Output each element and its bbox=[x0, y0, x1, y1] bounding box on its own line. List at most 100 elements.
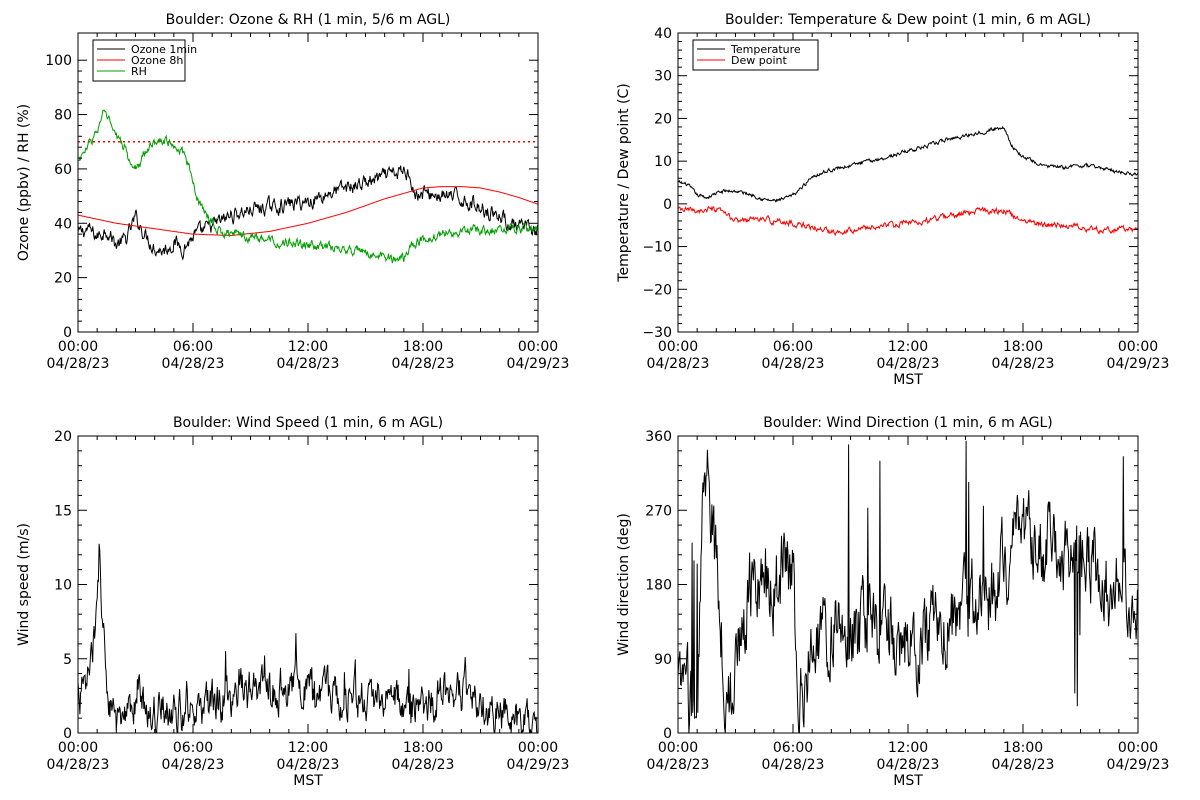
x-tick-label-time: 12:00 bbox=[888, 339, 928, 355]
y-tick-label: 80 bbox=[54, 108, 72, 124]
chart-title: Boulder: Ozone & RH (1 min, 5/6 m AGL) bbox=[166, 12, 451, 28]
x-axis-label: MST bbox=[893, 372, 923, 388]
plot-frame bbox=[677, 32, 1139, 333]
chart-title: Boulder: Wind Direction (1 min, 6 m AGL) bbox=[763, 415, 1052, 431]
x-tick-label-date: 04/28/23 bbox=[877, 757, 940, 773]
y-tick-label: 270 bbox=[645, 503, 672, 519]
y-tick-label: −10 bbox=[642, 240, 672, 256]
y-tick-label: 180 bbox=[645, 578, 672, 594]
y-tick-label: 20 bbox=[654, 111, 672, 127]
legend-label-ozone-1min: Ozone 1min bbox=[131, 43, 197, 56]
x-tick-label-date: 04/28/23 bbox=[47, 356, 110, 372]
x-tick-label-time: 00:00 bbox=[1118, 339, 1158, 355]
x-tick-label-time: 00:00 bbox=[58, 740, 98, 756]
x-tick-label-time: 18:00 bbox=[1003, 339, 1043, 355]
ozone-rh-panel: Boulder: Ozone & RH (1 min, 5/6 m AGL) 0 2… bbox=[16, 12, 569, 372]
y-tick-label: −20 bbox=[642, 282, 672, 298]
y-tick-label: 10 bbox=[654, 154, 672, 170]
series-line-0 bbox=[78, 543, 538, 733]
series-group bbox=[78, 109, 538, 264]
series-line-rh bbox=[78, 109, 538, 264]
x-tick-label-date: 04/28/23 bbox=[162, 757, 225, 773]
x-tick-label-date: 04/28/23 bbox=[392, 356, 455, 372]
x-tick-label-date: 04/29/23 bbox=[1107, 356, 1170, 372]
y-tick-label: 20 bbox=[54, 271, 72, 287]
series-group bbox=[678, 125, 1138, 237]
x-tick-label-date: 04/28/23 bbox=[647, 356, 710, 372]
x-tick-label-date: 04/28/23 bbox=[277, 356, 340, 372]
series-group bbox=[78, 543, 538, 733]
legend-label-temperature: Temperature bbox=[730, 43, 801, 56]
y-tick-label: 30 bbox=[654, 69, 672, 85]
x-tick-label-date: 04/28/23 bbox=[992, 757, 1055, 773]
x-tick-label-time: 00:00 bbox=[518, 339, 558, 355]
x-tick-label-date: 04/28/23 bbox=[162, 356, 225, 372]
y-tick-label: 0 bbox=[663, 726, 672, 742]
x-tick-label-time: 06:00 bbox=[773, 339, 813, 355]
x-tick-label-time: 12:00 bbox=[288, 339, 328, 355]
x-tick-label-date: 04/29/23 bbox=[507, 356, 570, 372]
y-tick-label: 100 bbox=[45, 53, 72, 69]
x-tick-label-time: 00:00 bbox=[658, 740, 698, 756]
x-tick-label-date: 04/29/23 bbox=[1107, 757, 1170, 773]
x-tick-label-time: 18:00 bbox=[403, 339, 443, 355]
y-tick-label: −30 bbox=[642, 325, 672, 341]
legend-box bbox=[692, 39, 819, 71]
x-tick-label-date: 04/28/23 bbox=[392, 757, 455, 773]
x-tick-label-time: 18:00 bbox=[403, 740, 443, 756]
y-axis-label: Temperature / Dew point (C) bbox=[616, 83, 632, 282]
x-axis-label: MST bbox=[293, 773, 323, 789]
x-tick-label-time: 06:00 bbox=[773, 740, 813, 756]
x-tick-label-date: 04/28/23 bbox=[762, 757, 825, 773]
x-tick-label-date: 04/28/23 bbox=[762, 356, 825, 372]
y-axis-label: Wind speed (m/s) bbox=[16, 523, 32, 646]
series-line-ozone-1min bbox=[78, 165, 538, 261]
y-tick-label: 0 bbox=[63, 325, 72, 341]
legend-label-rh: RH bbox=[131, 65, 147, 78]
y-axis-label: Wind direction (deg) bbox=[616, 513, 632, 656]
y-tick-label: 90 bbox=[654, 652, 672, 668]
x-tick-label-date: 04/28/23 bbox=[277, 757, 340, 773]
legend-label-ozone-8h: Ozone 8h bbox=[131, 54, 183, 67]
y-tick-label: 40 bbox=[654, 26, 672, 42]
y-axis-label: Ozone (ppbv) / RH (%) bbox=[16, 104, 32, 261]
x-tick-label-date: 04/29/23 bbox=[507, 757, 570, 773]
y-tick-label: 20 bbox=[54, 429, 72, 445]
y-tick-label: 360 bbox=[645, 429, 672, 445]
x-tick-label-time: 12:00 bbox=[288, 740, 328, 756]
plot-frame bbox=[77, 435, 539, 734]
wind-direction-panel: Boulder: Wind Direction (1 min, 6 m AGL)… bbox=[616, 415, 1169, 789]
x-tick-label-time: 00:00 bbox=[1118, 740, 1158, 756]
x-tick-label-time: 06:00 bbox=[173, 339, 213, 355]
x-tick-label-time: 00:00 bbox=[518, 740, 558, 756]
temperature-dewpoint-panel: Boulder: Temperature & Dew point (1 min,… bbox=[616, 12, 1169, 388]
x-tick-label-time: 00:00 bbox=[658, 339, 698, 355]
series-line-ozone-8h bbox=[78, 186, 538, 236]
legend-label-dew-point: Dew point bbox=[731, 54, 787, 67]
series-line-0 bbox=[678, 440, 1138, 733]
y-tick-label: 0 bbox=[663, 197, 672, 213]
y-tick-label: 60 bbox=[54, 162, 72, 178]
x-tick-label-time: 06:00 bbox=[173, 740, 213, 756]
x-axis-label: MST bbox=[893, 773, 923, 789]
chart-title: Boulder: Temperature & Dew point (1 min,… bbox=[725, 12, 1091, 28]
y-tick-label: 15 bbox=[54, 503, 72, 519]
x-tick-label-time: 18:00 bbox=[1003, 740, 1043, 756]
x-tick-label-date: 04/28/23 bbox=[877, 356, 940, 372]
wind-speed-panel: Boulder: Wind Speed (1 min, 6 m AGL) 0 5 10… bbox=[16, 415, 569, 789]
x-tick-label-time: 12:00 bbox=[888, 740, 928, 756]
x-tick-label-date: 04/28/23 bbox=[992, 356, 1055, 372]
chart-title: Boulder: Wind Speed (1 min, 6 m AGL) bbox=[173, 415, 443, 431]
x-tick-label-date: 04/28/23 bbox=[47, 757, 110, 773]
y-tick-label: 5 bbox=[63, 652, 72, 668]
y-tick-label: 0 bbox=[63, 726, 72, 742]
series-line-dew-point bbox=[678, 205, 1138, 237]
x-tick-label-date: 04/28/23 bbox=[647, 757, 710, 773]
y-tick-label: 40 bbox=[54, 216, 72, 232]
series-line-temperature bbox=[678, 125, 1138, 203]
x-tick-label-time: 00:00 bbox=[58, 339, 98, 355]
y-tick-label: 10 bbox=[54, 578, 72, 594]
